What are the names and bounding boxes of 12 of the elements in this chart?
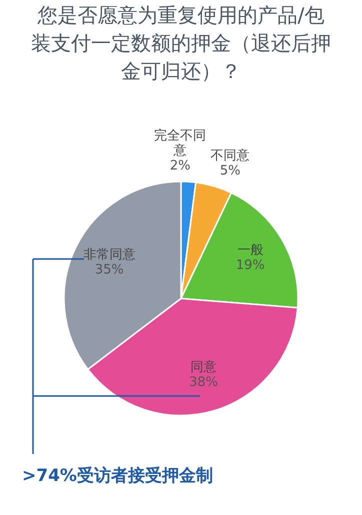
slice-label: 完全不同意	[154, 127, 206, 158]
slice-label: 非常同意	[83, 247, 136, 262]
data-label: 2%	[170, 158, 190, 174]
data-label: 38%	[189, 374, 218, 390]
text: >74%受访者接受押金制	[22, 466, 213, 486]
slice-label: 一般	[237, 243, 264, 258]
data-label: 35%	[94, 262, 124, 278]
slice-label: 不同意	[210, 148, 250, 164]
data-label: 19%	[236, 258, 265, 273]
slice-label: 同意	[190, 360, 217, 375]
chart-title: 您是否愿意为重复使用的产品/包装支付一定数额的押金（退还后押金可归还）？	[31, 3, 331, 83]
data-label: 5%	[220, 164, 240, 179]
